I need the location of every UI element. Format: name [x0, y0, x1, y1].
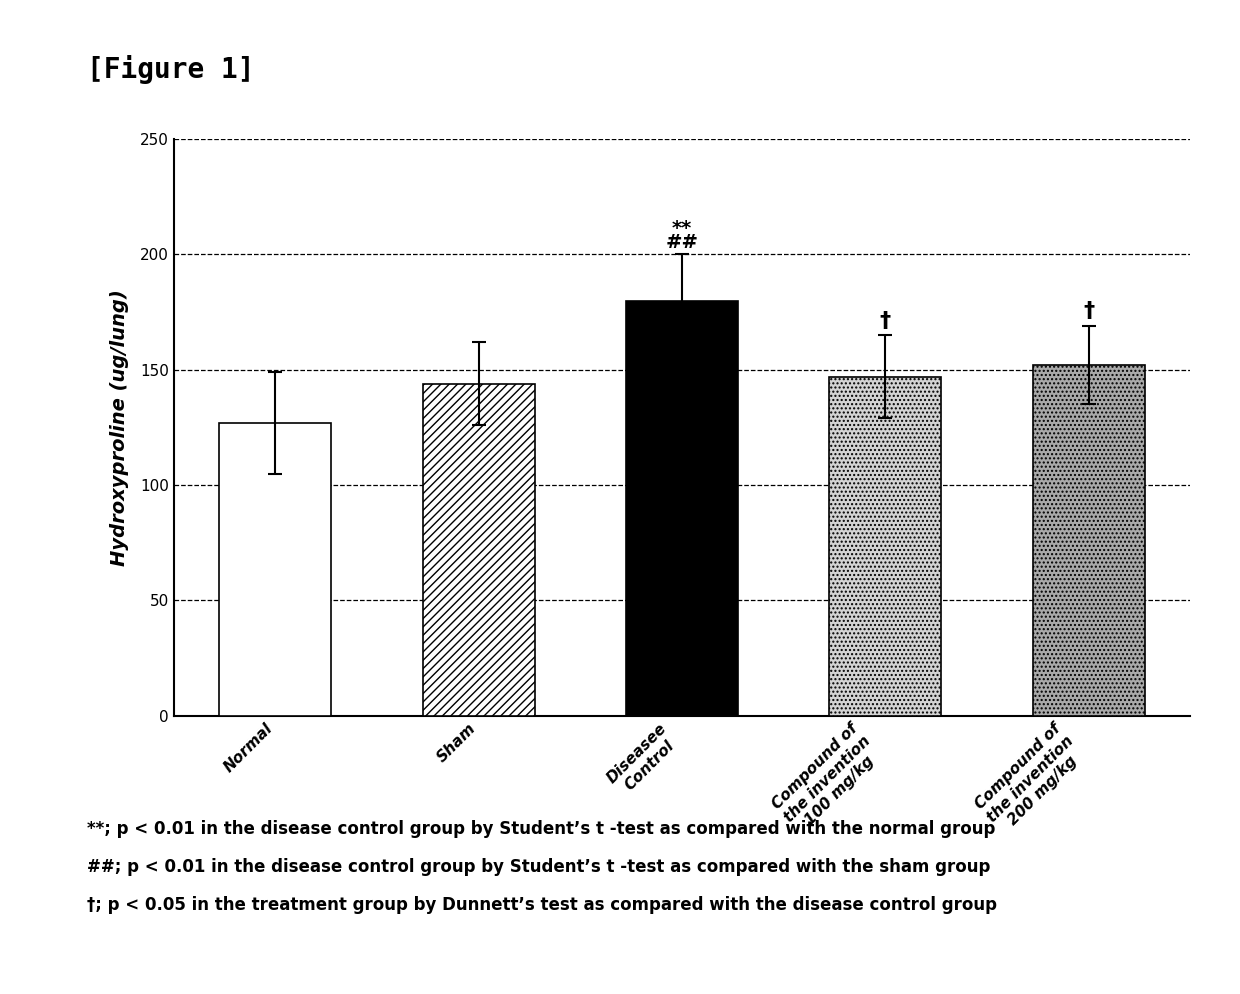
Text: ##: ## [666, 234, 698, 252]
Text: [Figure 1]: [Figure 1] [87, 55, 254, 83]
Text: **; p < 0.01 in the disease control group by Student’s t -test as compared with : **; p < 0.01 in the disease control grou… [87, 820, 996, 838]
Bar [423, 384, 534, 716]
Bar [626, 300, 738, 716]
Text: ##; p < 0.01 in the disease control group by Student’s t -test as compared with : ##; p < 0.01 in the disease control grou… [87, 858, 991, 876]
Text: †: † [1084, 301, 1094, 321]
Bar [219, 422, 331, 716]
Text: **: ** [672, 220, 692, 239]
Y-axis label: Hydroxyproline (ug/lung): Hydroxyproline (ug/lung) [110, 289, 129, 566]
Text: †; p < 0.05 in the treatment group by Dunnett’s test as compared with the diseas: †; p < 0.05 in the treatment group by Du… [87, 896, 997, 913]
Bar [1033, 365, 1145, 716]
Text: †: † [880, 310, 890, 331]
Bar [830, 377, 941, 716]
